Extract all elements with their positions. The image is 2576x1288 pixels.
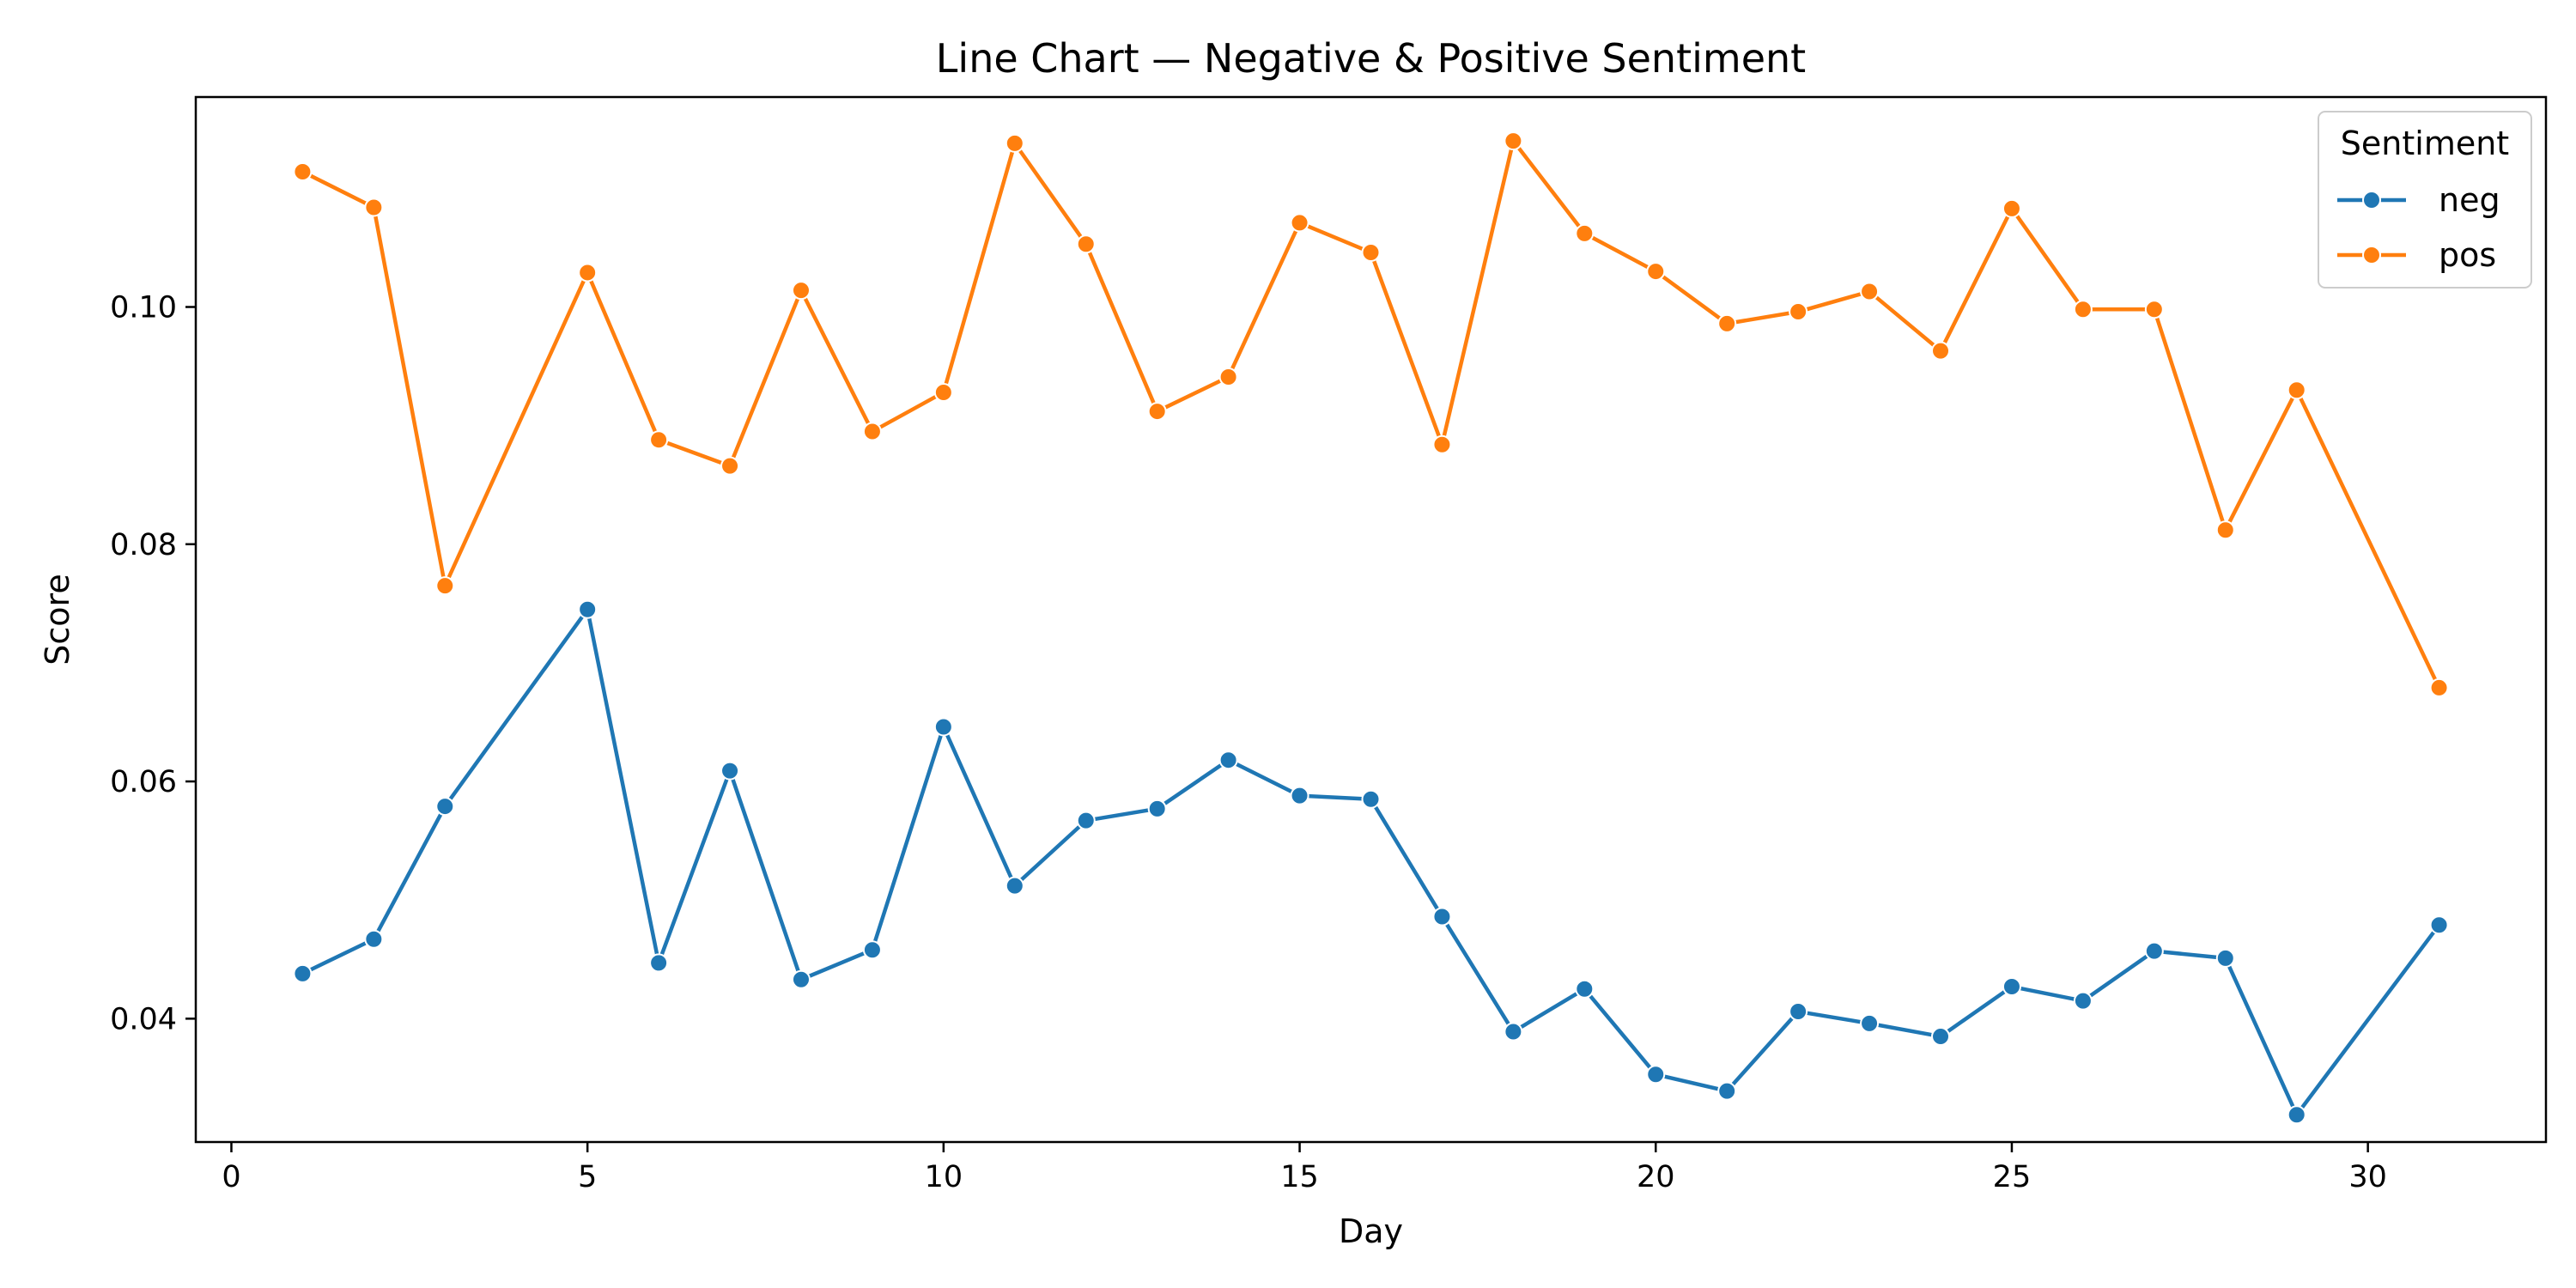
data-point-pos	[1575, 223, 1595, 243]
series-line-neg	[301, 607, 2441, 1117]
data-point-neg	[1931, 1027, 1951, 1047]
data-point-pos	[1290, 213, 1309, 233]
data-point-pos	[2073, 300, 2093, 319]
data-point-neg	[1218, 750, 1238, 770]
data-point-neg	[293, 963, 313, 983]
legend-items: neg pos	[2337, 181, 2500, 274]
data-point-pos	[293, 162, 313, 182]
data-point-neg	[2144, 941, 2164, 961]
data-point-neg	[2429, 915, 2449, 935]
axis-ticks: 0 5 10 15 20 25 30 0.04 0.06 0.08 0.10	[110, 291, 2387, 1194]
plot-area	[194, 95, 2548, 1144]
data-point-pos	[720, 456, 740, 476]
data-point-neg	[1860, 1013, 1880, 1033]
legend-swatch-marker	[2362, 191, 2381, 210]
data-point-neg	[1575, 979, 1595, 999]
data-point-neg	[2073, 991, 2093, 1011]
data-point-pos	[1076, 234, 1096, 254]
data-point-pos	[2144, 300, 2164, 319]
x-axis-label: Day	[1339, 1212, 1403, 1250]
data-point-neg	[649, 953, 669, 973]
data-point-neg	[1290, 786, 1309, 805]
series-group	[293, 131, 2449, 1125]
data-point-pos	[1717, 313, 1737, 333]
data-point-pos	[1504, 131, 1523, 151]
data-point-pos	[649, 430, 669, 450]
x-tick-label: 10	[925, 1160, 963, 1194]
data-point-neg	[578, 599, 598, 619]
data-point-neg	[2215, 948, 2235, 968]
data-point-pos	[791, 281, 811, 301]
data-point-neg	[1504, 1022, 1523, 1042]
data-point-neg	[1717, 1081, 1737, 1101]
x-tick-label: 0	[222, 1160, 240, 1194]
data-point-pos	[1361, 242, 1381, 262]
data-point-pos	[1789, 302, 1808, 322]
chart-title: Line Chart — Negative & Positive Sentime…	[936, 35, 1806, 82]
data-point-pos	[1432, 434, 1452, 454]
data-point-pos	[1005, 133, 1024, 153]
data-point-pos	[1147, 402, 1167, 422]
series-pos	[293, 131, 2449, 697]
data-point-neg	[862, 940, 882, 960]
data-point-pos	[1646, 262, 1666, 282]
data-point-neg	[1076, 811, 1096, 830]
data-point-pos	[1218, 368, 1238, 387]
data-point-neg	[1005, 876, 1024, 896]
data-point-pos	[2287, 380, 2306, 400]
y-tick-label: 0.10	[110, 291, 177, 325]
legend: Sentiment neg pos	[2318, 111, 2532, 289]
data-point-pos	[2215, 520, 2235, 540]
data-point-neg	[435, 797, 455, 817]
legend-swatch-marker	[2362, 246, 2381, 264]
x-tick-label: 5	[578, 1160, 597, 1194]
data-point-neg	[720, 761, 740, 781]
data-point-neg	[1789, 1002, 1808, 1022]
y-axis-label: Score	[39, 574, 76, 665]
legend-item-neg: neg	[2337, 181, 2500, 219]
data-point-neg	[364, 929, 384, 949]
data-point-neg	[2002, 977, 2021, 997]
data-point-neg	[933, 717, 953, 737]
data-point-neg	[1646, 1065, 1666, 1084]
series-line-pos	[301, 138, 2441, 689]
x-tick-label: 15	[1280, 1160, 1319, 1194]
data-point-neg	[1432, 907, 1452, 927]
data-point-pos	[578, 263, 598, 283]
legend-box	[2318, 111, 2532, 289]
data-point-pos	[364, 197, 384, 217]
data-point-pos	[933, 382, 953, 402]
data-point-neg	[1361, 789, 1381, 809]
series-neg	[293, 599, 2449, 1125]
x-tick-label: 20	[1637, 1160, 1675, 1194]
data-point-pos	[862, 422, 882, 441]
legend-label-neg: neg	[2439, 181, 2500, 219]
data-point-pos	[1860, 282, 1880, 301]
x-tick-label: 30	[2348, 1160, 2387, 1194]
legend-item-pos: pos	[2337, 236, 2496, 274]
data-point-pos	[2429, 677, 2449, 697]
legend-title: Sentiment	[2341, 125, 2509, 162]
x-tick-label: 25	[1993, 1160, 2032, 1194]
y-tick-label: 0.06	[110, 765, 177, 799]
legend-label-pos: pos	[2439, 236, 2496, 274]
data-point-pos	[1931, 341, 1951, 361]
data-point-neg	[791, 969, 811, 989]
y-tick-label: 0.08	[110, 528, 177, 562]
data-point-pos	[2002, 198, 2021, 218]
data-point-neg	[1147, 799, 1167, 818]
y-tick-label: 0.04	[110, 1002, 177, 1036]
data-point-neg	[2287, 1105, 2306, 1125]
data-point-pos	[435, 576, 455, 596]
